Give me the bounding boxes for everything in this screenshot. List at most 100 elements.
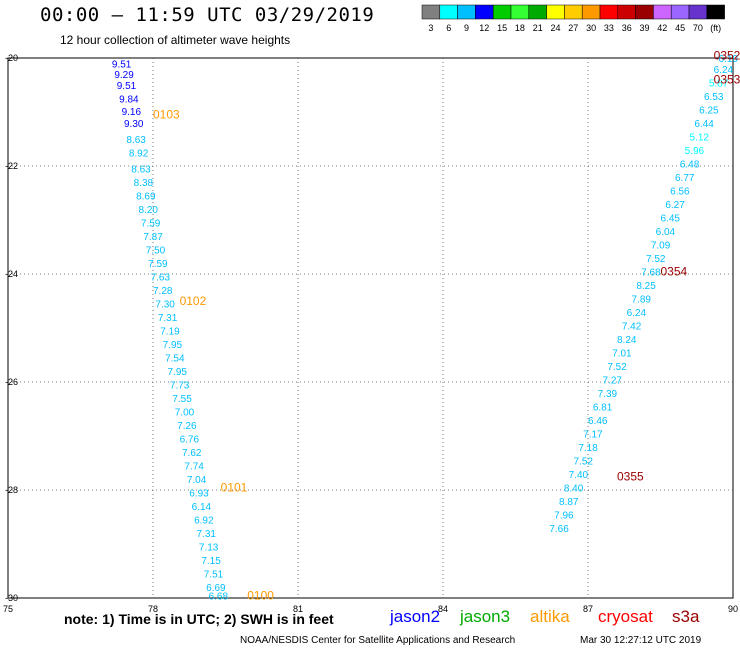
swh-value-label: 9.51 bbox=[112, 59, 132, 70]
swh-value-label: 6.19 bbox=[719, 54, 739, 65]
swh-value-label: 8.92 bbox=[129, 149, 149, 160]
swh-value-label: 5.12 bbox=[690, 132, 710, 143]
page-subtitle: 12 hour collection of altimeter wave hei… bbox=[60, 33, 291, 47]
pass-time-label: 0352 bbox=[714, 48, 740, 62]
pass-time-label: 0354 bbox=[661, 264, 688, 278]
swh-value-label: 7.96 bbox=[554, 510, 574, 521]
footer-note: note: 1) Time is in UTC; 2) SWH is in fe… bbox=[64, 611, 334, 627]
swh-value-label: 6.77 bbox=[675, 173, 695, 184]
swh-value-label: 7.30 bbox=[155, 300, 175, 311]
colorbar-label: 45 bbox=[675, 23, 685, 33]
swh-value-label: 7.52 bbox=[607, 362, 627, 373]
colorbar-label: 3 bbox=[428, 23, 433, 33]
x-tick-label: 78 bbox=[148, 604, 158, 614]
swh-value-label: 6.93 bbox=[189, 489, 209, 500]
swh-value-label: 6.69 bbox=[206, 583, 226, 594]
swh-value-label: 8.63 bbox=[126, 135, 146, 146]
swh-value-label: 7.54 bbox=[165, 354, 185, 365]
swh-value-label: 6.92 bbox=[194, 516, 214, 527]
swh-value-label: 7.40 bbox=[569, 470, 589, 481]
swh-value-label: 9.16 bbox=[122, 107, 142, 118]
colorbar-swatch bbox=[546, 4, 565, 20]
colorbar-label: 42 bbox=[657, 23, 667, 33]
swh-value-label: 7.87 bbox=[143, 232, 163, 243]
colorbar-label: (ft) bbox=[710, 23, 721, 33]
swh-value-label: 7.15 bbox=[201, 556, 221, 567]
swh-value-label: 7.74 bbox=[184, 462, 204, 473]
swh-value-label: 7.73 bbox=[170, 381, 190, 392]
colorbar-swatch bbox=[670, 4, 690, 20]
swh-value-label: 6.14 bbox=[192, 502, 212, 513]
colorbar-label: 6 bbox=[446, 23, 451, 33]
swh-value-label: 5.96 bbox=[685, 146, 705, 157]
colorbar-label: 21 bbox=[533, 23, 543, 33]
swh-value-label: 7.31 bbox=[158, 313, 178, 324]
swh-value-label: 7.95 bbox=[168, 367, 188, 378]
swh-value-label: 8.38 bbox=[134, 178, 154, 189]
colorbar-label: 27 bbox=[568, 23, 578, 33]
y-tick-label: -30 bbox=[5, 593, 18, 603]
footer-timestamp: Mar 30 12:27:12 UTC 2019 bbox=[580, 635, 702, 646]
colorbar-swatch bbox=[581, 4, 601, 20]
y-tick-label: -22 bbox=[5, 161, 18, 171]
pass-time-label: 0101 bbox=[221, 480, 248, 494]
colorbar-label: 12 bbox=[479, 23, 489, 33]
legend-altika: altika bbox=[530, 607, 570, 626]
y-tick-label: -20 bbox=[5, 53, 18, 63]
colorbar-swatch bbox=[564, 4, 583, 20]
swh-value-label: 7.27 bbox=[603, 375, 623, 386]
colorbar-swatch bbox=[653, 4, 672, 20]
colorbar-label: 18 bbox=[515, 23, 525, 33]
pass-time-label: 0102 bbox=[180, 294, 207, 308]
swh-value-label: 8.87 bbox=[559, 497, 579, 508]
colorbar-swatch bbox=[510, 4, 530, 20]
colorbar-swatch bbox=[688, 4, 708, 20]
y-tick-label: -24 bbox=[5, 269, 18, 279]
colorbar-swatch bbox=[475, 4, 494, 20]
swh-value-label: 9.51 bbox=[117, 81, 137, 92]
colorbar-swatch bbox=[457, 4, 476, 20]
swh-value-label: 7.09 bbox=[651, 240, 671, 251]
pass-time-label: 0103 bbox=[153, 108, 180, 122]
x-tick-label: 87 bbox=[583, 604, 593, 614]
swh-value-label: 7.52 bbox=[646, 254, 666, 265]
swh-value-label: 7.42 bbox=[622, 321, 642, 332]
swh-value-label: 7.17 bbox=[583, 429, 603, 440]
x-tick-label: 84 bbox=[438, 604, 448, 614]
colorbar-label: 36 bbox=[622, 23, 632, 33]
y-tick-label: -26 bbox=[5, 377, 18, 387]
swh-value-label: 6.46 bbox=[588, 416, 608, 427]
swh-value-label: 7.01 bbox=[612, 348, 632, 359]
swh-value-label: 6.76 bbox=[180, 435, 200, 446]
swh-value-label: 7.95 bbox=[163, 340, 183, 351]
pass-time-label: 0353 bbox=[714, 73, 740, 87]
swh-value-label: 7.52 bbox=[574, 456, 594, 467]
swh-value-label: 6.53 bbox=[704, 92, 724, 103]
legend-jason3: jason3 bbox=[460, 607, 511, 626]
swh-value-label: 7.31 bbox=[197, 529, 217, 540]
swh-value-label: 6.27 bbox=[665, 200, 685, 211]
swh-value-label: 7.26 bbox=[177, 421, 197, 432]
swh-value-label: 6.81 bbox=[593, 402, 613, 413]
swh-value-label: 8.20 bbox=[139, 205, 159, 216]
x-tick-label: 90 bbox=[728, 604, 738, 614]
swh-value-label: 6.45 bbox=[661, 213, 681, 224]
colorbar-swatch bbox=[528, 4, 547, 20]
swh-value-label: 9.30 bbox=[124, 119, 144, 130]
colorbar-swatch bbox=[706, 4, 725, 20]
swh-value-label: 6.56 bbox=[670, 186, 690, 197]
legend-s3a: s3a bbox=[672, 607, 700, 626]
colorbar-swatch bbox=[492, 4, 512, 20]
swh-value-label: 6.44 bbox=[694, 119, 714, 130]
swh-value-label: 9.29 bbox=[114, 70, 134, 81]
colorbar-label: 9 bbox=[464, 23, 469, 33]
swh-value-label: 7.51 bbox=[204, 570, 224, 581]
colorbar-label: 24 bbox=[550, 23, 560, 33]
swh-value-label: 7.63 bbox=[151, 273, 171, 284]
swh-value-label: 8.25 bbox=[636, 281, 656, 292]
colorbar-swatch bbox=[617, 4, 636, 20]
colorbar-label: 30 bbox=[586, 23, 596, 33]
swh-value-label: 6.24 bbox=[714, 65, 734, 76]
colorbar-swatch bbox=[439, 4, 458, 20]
